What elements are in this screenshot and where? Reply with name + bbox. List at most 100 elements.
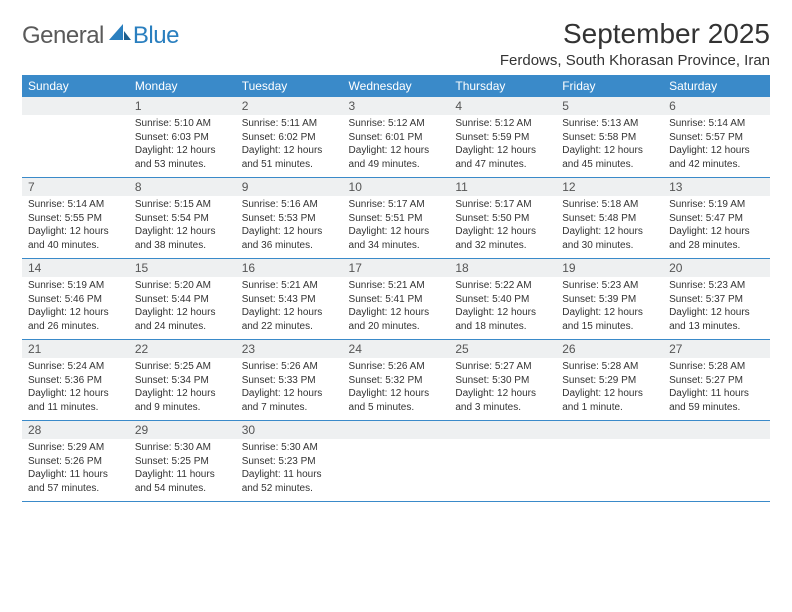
sunrise-text: Sunrise: 5:23 AM (669, 279, 764, 293)
sunrise-text: Sunrise: 5:12 AM (455, 117, 550, 131)
daylight-text: Daylight: 11 hours and 59 minutes. (669, 387, 764, 414)
sunset-text: Sunset: 5:23 PM (242, 455, 337, 469)
sail-icon (109, 22, 131, 45)
daylight-text: Daylight: 12 hours and 51 minutes. (242, 144, 337, 171)
sunset-text: Sunset: 5:50 PM (455, 212, 550, 226)
day-details: Sunrise: 5:28 AMSunset: 5:27 PMDaylight:… (663, 358, 770, 420)
calendar-table: SundayMondayTuesdayWednesdayThursdayFrid… (22, 75, 770, 502)
calendar-cell: 6Sunrise: 5:14 AMSunset: 5:57 PMDaylight… (663, 97, 770, 178)
sunset-text: Sunset: 5:27 PM (669, 374, 764, 388)
daylight-text: Daylight: 12 hours and 9 minutes. (135, 387, 230, 414)
day-number: 10 (343, 178, 450, 196)
day-number: 9 (236, 178, 343, 196)
calendar-cell: 1Sunrise: 5:10 AMSunset: 6:03 PMDaylight… (129, 97, 236, 178)
day-details: Sunrise: 5:19 AMSunset: 5:46 PMDaylight:… (22, 277, 129, 339)
sunset-text: Sunset: 5:25 PM (135, 455, 230, 469)
sunset-text: Sunset: 5:53 PM (242, 212, 337, 226)
daylight-text: Daylight: 12 hours and 15 minutes. (562, 306, 657, 333)
sunrise-text: Sunrise: 5:11 AM (242, 117, 337, 131)
daylight-text: Daylight: 12 hours and 38 minutes. (135, 225, 230, 252)
day-details: Sunrise: 5:29 AMSunset: 5:26 PMDaylight:… (22, 439, 129, 501)
sunrise-text: Sunrise: 5:12 AM (349, 117, 444, 131)
sunset-text: Sunset: 5:47 PM (669, 212, 764, 226)
day-number: 27 (663, 340, 770, 358)
calendar-cell (663, 421, 770, 502)
day-number: 26 (556, 340, 663, 358)
day-details: Sunrise: 5:26 AMSunset: 5:32 PMDaylight:… (343, 358, 450, 420)
calendar-cell: 13Sunrise: 5:19 AMSunset: 5:47 PMDayligh… (663, 178, 770, 259)
sunrise-text: Sunrise: 5:23 AM (562, 279, 657, 293)
sunrise-text: Sunrise: 5:19 AM (28, 279, 123, 293)
sunset-text: Sunset: 5:30 PM (455, 374, 550, 388)
day-number: 23 (236, 340, 343, 358)
daylight-text: Daylight: 11 hours and 54 minutes. (135, 468, 230, 495)
daylight-text: Daylight: 12 hours and 18 minutes. (455, 306, 550, 333)
daylight-text: Daylight: 12 hours and 28 minutes. (669, 225, 764, 252)
sunrise-text: Sunrise: 5:13 AM (562, 117, 657, 131)
sunrise-text: Sunrise: 5:20 AM (135, 279, 230, 293)
calendar-cell: 14Sunrise: 5:19 AMSunset: 5:46 PMDayligh… (22, 259, 129, 340)
day-number: 19 (556, 259, 663, 277)
day-details: Sunrise: 5:30 AMSunset: 5:23 PMDaylight:… (236, 439, 343, 501)
daylight-text: Daylight: 11 hours and 52 minutes. (242, 468, 337, 495)
brand-part1: General (22, 22, 104, 50)
day-number: 5 (556, 97, 663, 115)
day-details: Sunrise: 5:24 AMSunset: 5:36 PMDaylight:… (22, 358, 129, 420)
sunrise-text: Sunrise: 5:26 AM (242, 360, 337, 374)
day-number (556, 421, 663, 439)
calendar-cell (343, 421, 450, 502)
day-number: 2 (236, 97, 343, 115)
daylight-text: Daylight: 12 hours and 24 minutes. (135, 306, 230, 333)
calendar-cell: 8Sunrise: 5:15 AMSunset: 5:54 PMDaylight… (129, 178, 236, 259)
calendar-cell: 16Sunrise: 5:21 AMSunset: 5:43 PMDayligh… (236, 259, 343, 340)
calendar-cell: 11Sunrise: 5:17 AMSunset: 5:50 PMDayligh… (449, 178, 556, 259)
sunset-text: Sunset: 5:33 PM (242, 374, 337, 388)
day-number: 4 (449, 97, 556, 115)
day-details: Sunrise: 5:23 AMSunset: 5:37 PMDaylight:… (663, 277, 770, 339)
sunrise-text: Sunrise: 5:16 AM (242, 198, 337, 212)
day-number: 15 (129, 259, 236, 277)
calendar-week: 1 Sunrise: 5:10 AMSunset: 6:03 PM Daylight… (22, 97, 770, 178)
sunset-text: Sunset: 5:29 PM (562, 374, 657, 388)
daylight-text: Daylight: 12 hours and 45 minutes. (562, 144, 657, 171)
sunset-text: Sunset: 6:02 PM (242, 131, 337, 145)
calendar-cell: 24Sunrise: 5:26 AMSunset: 5:32 PMDayligh… (343, 340, 450, 421)
day-number: 21 (22, 340, 129, 358)
sunrise-text: Sunrise: 5:10 AM (135, 117, 230, 131)
sunset-text: Sunset: 5:26 PM (28, 455, 123, 469)
day-details: Sunrise: 5:14 AMSunset: 5:57 PMDaylight:… (663, 115, 770, 177)
day-details: Sunrise: 5:22 AMSunset: 5:40 PMDaylight:… (449, 277, 556, 339)
sunrise-text: Sunrise: 5:27 AM (455, 360, 550, 374)
calendar-cell: 9 Sunrise: 5:16 AMSunset: 5:53 PMDaylight… (236, 178, 343, 259)
page-title: September 2025 (500, 18, 770, 50)
sunset-text: Sunset: 5:46 PM (28, 293, 123, 307)
day-number: 7 (22, 178, 129, 196)
daylight-text: Daylight: 12 hours and 42 minutes. (669, 144, 764, 171)
day-number: 3 (343, 97, 450, 115)
calendar-cell: 18Sunrise: 5:22 AMSunset: 5:40 PMDayligh… (449, 259, 556, 340)
sunset-text: Sunset: 5:44 PM (135, 293, 230, 307)
day-details: Sunrise: 5:21 AMSunset: 5:41 PMDaylight:… (343, 277, 450, 339)
day-details: Sunrise: 5:26 AMSunset: 5:33 PMDaylight:… (236, 358, 343, 420)
sunset-text: Sunset: 6:03 PM (135, 131, 230, 145)
daylight-text: Daylight: 12 hours and 36 minutes. (242, 225, 337, 252)
sunset-text: Sunset: 5:36 PM (28, 374, 123, 388)
calendar-cell: 17Sunrise: 5:21 AMSunset: 5:41 PMDayligh… (343, 259, 450, 340)
day-number: 1 (129, 97, 236, 115)
day-details: Sunrise: 5:17 AMSunset: 5:50 PMDaylight:… (449, 196, 556, 258)
day-details (343, 439, 450, 495)
day-details (449, 439, 556, 495)
calendar-head: SundayMondayTuesdayWednesdayThursdayFrid… (22, 75, 770, 97)
calendar-cell: 7Sunrise: 5:14 AMSunset: 5:55 PMDaylight… (22, 178, 129, 259)
sunrise-text: Sunrise: 5:14 AM (669, 117, 764, 131)
day-details: Sunrise: 5:12 AMSunset: 6:01 PMDaylight:… (343, 115, 450, 177)
sunrise-text: Sunrise: 5:30 AM (135, 441, 230, 455)
day-details: Sunrise: 5:21 AMSunset: 5:43 PMDaylight:… (236, 277, 343, 339)
day-details: Sunrise: 5:30 AMSunset: 5:25 PMDaylight:… (129, 439, 236, 501)
sunset-text: Sunset: 5:54 PM (135, 212, 230, 226)
day-details: Sunrise: 5:15 AMSunset: 5:54 PMDaylight:… (129, 196, 236, 258)
location-subtitle: Ferdows, South Khorasan Province, Iran (500, 52, 770, 69)
calendar-week: 7Sunrise: 5:14 AMSunset: 5:55 PMDaylight… (22, 178, 770, 259)
day-number: 17 (343, 259, 450, 277)
calendar-cell: 12Sunrise: 5:18 AMSunset: 5:48 PMDayligh… (556, 178, 663, 259)
